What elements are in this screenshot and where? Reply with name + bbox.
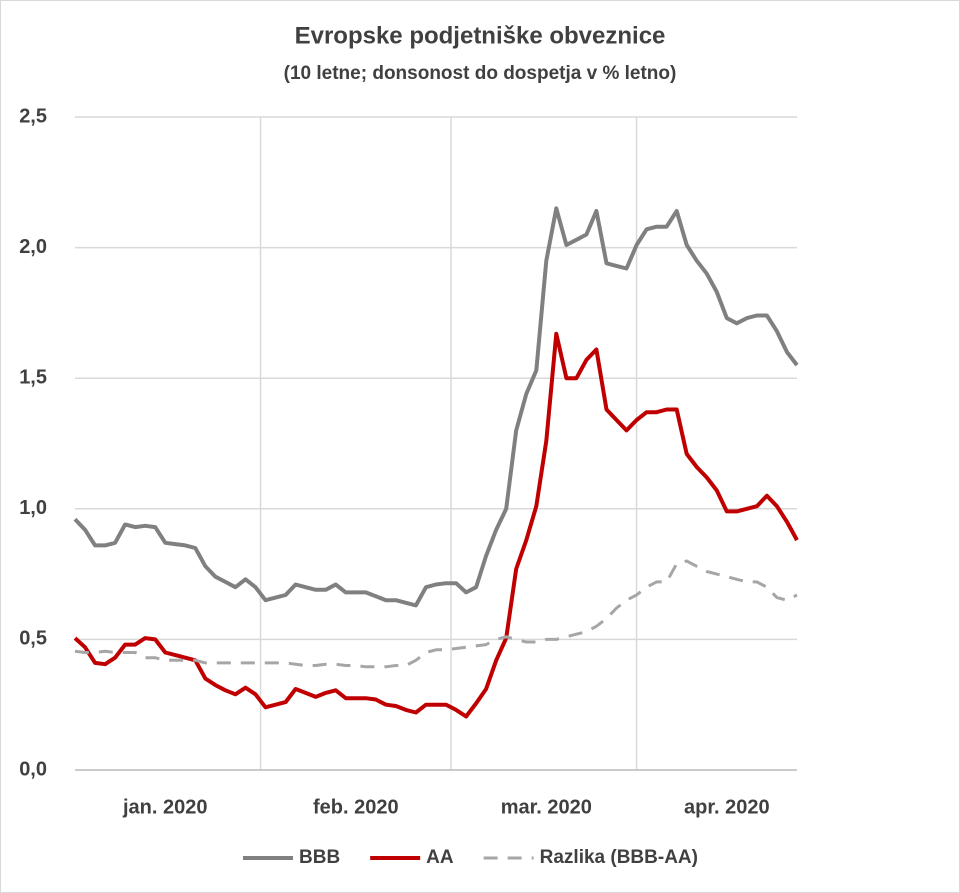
x-tick-label: jan. 2020 xyxy=(122,796,208,818)
legend-label: Razlika (BBB-AA) xyxy=(540,847,698,868)
y-tick-label: 2,5 xyxy=(19,105,47,127)
legend-label: BBB xyxy=(299,847,340,868)
chart-title: Evropske podjetniške obveznice xyxy=(295,22,666,49)
legend-label: AA xyxy=(426,847,454,868)
x-tick-label: feb. 2020 xyxy=(313,796,399,818)
series-line xyxy=(73,206,799,608)
y-tick-label: 0,5 xyxy=(19,628,47,650)
y-tick-label: 1,5 xyxy=(19,366,47,388)
x-tick-label: mar. 2020 xyxy=(501,796,592,818)
y-tick-label: 1,0 xyxy=(19,497,47,519)
y-tick-label: 0,0 xyxy=(19,758,47,780)
series-line xyxy=(74,559,798,669)
chart-subtitle: (10 letne; donsonost do dospetja v % let… xyxy=(284,63,677,84)
x-tick-label: apr. 2020 xyxy=(684,796,770,818)
y-tick-label: 2,0 xyxy=(19,236,47,258)
